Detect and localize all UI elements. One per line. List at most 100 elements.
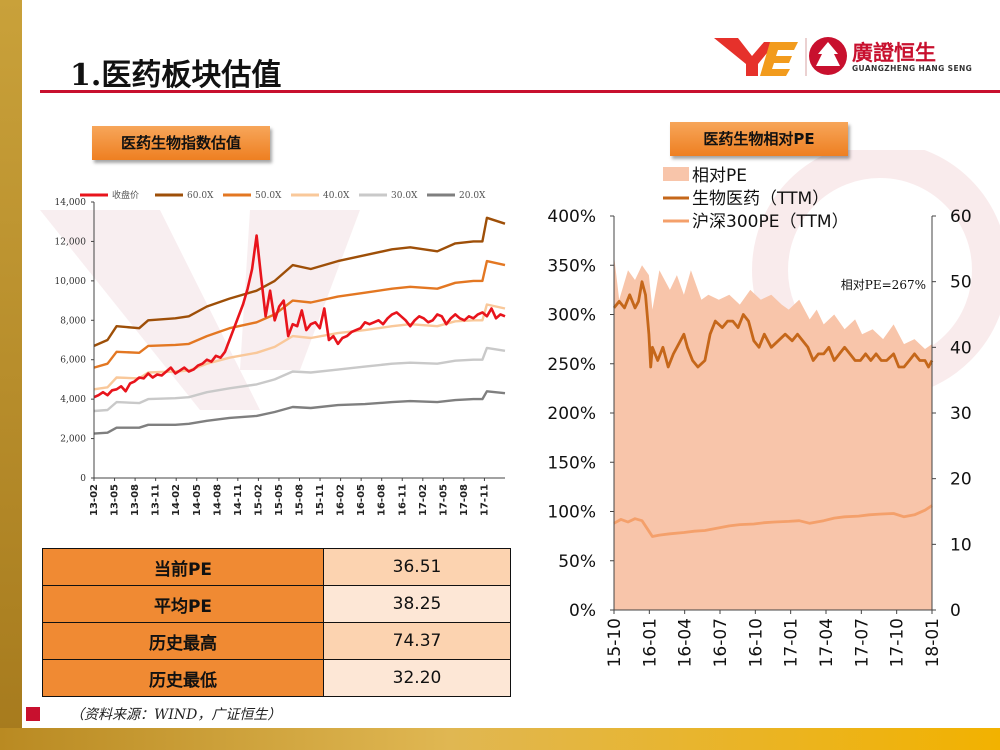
right-x-tick-label: 16-04: [676, 618, 696, 667]
left-legend-label: 收盘价: [112, 189, 139, 201]
right-y-left-tick-label: 300%: [547, 306, 596, 326]
data-source-note: （资料来源：WIND，广证恒生）: [70, 707, 282, 723]
left-x-tick-label: 14-11: [233, 484, 244, 516]
title-underline: [40, 90, 1000, 93]
left-x-tick-label: 16-11: [397, 484, 408, 516]
logo-english-name: GUANGZHENG HANG SENG: [852, 64, 973, 73]
left-y-tick-label: 10,000: [55, 277, 87, 287]
hang-seng-emblem-icon: [809, 37, 847, 75]
table-row: 历史最低 32.20: [42, 659, 511, 697]
left-series-line-5: [93, 390, 506, 435]
right-series-line-2: [613, 504, 933, 538]
right-legend-label: 相对PE: [692, 166, 747, 186]
left-y-tick-label: 6,000: [60, 356, 86, 366]
left-x-tick-label: 15-11: [315, 484, 326, 516]
left-chart-label: 医药生物指数估值: [92, 126, 270, 160]
table-row: 历史最高 74.37: [42, 622, 511, 660]
right-x-tick-label: 15-10: [605, 618, 625, 667]
left-legend-label: 30.0X: [391, 191, 418, 201]
left-x-tick-label: 14-05: [192, 484, 203, 516]
right-y-right-tick-label: 60: [950, 207, 972, 227]
right-x-tick-label: 17-04: [817, 618, 837, 667]
right-x-tick-label: 17-07: [852, 618, 872, 667]
bottom-accent-bar: [0, 728, 1000, 750]
right-y-right-tick-label: 40: [950, 338, 972, 358]
left-x-tick-label: 17-11: [479, 484, 490, 516]
left-series-line-2: [93, 259, 506, 369]
left-x-tick-label: 16-02: [336, 484, 347, 516]
pe-label-lowest: 历史最低: [42, 659, 324, 697]
left-x-tick-label: 14-08: [212, 484, 223, 516]
relative-pe-area: [614, 255, 932, 610]
right-y-right-tick-label: 20: [950, 470, 972, 490]
right-series-line-1: [612, 280, 934, 369]
left-legend-item: 收盘价: [80, 189, 139, 201]
right-y-right-tick-label: 50: [950, 273, 972, 293]
page-title: 1.医药板块估值: [70, 58, 282, 93]
left-x-tick-label: 16-05: [356, 484, 367, 516]
pe-label-current: 当前PE: [42, 548, 324, 586]
right-x-tick-label: 16-10: [746, 618, 766, 667]
left-y-tick-label: 2,000: [60, 435, 86, 445]
pe-label-highest: 历史最高: [42, 622, 324, 660]
ye-mark-icon: [714, 38, 798, 76]
left-legend-label: 20.0X: [459, 191, 486, 201]
right-x-tick-label: 16-07: [711, 618, 731, 667]
left-legend-label: 50.0X: [255, 191, 282, 201]
left-legend-item: 20.0X: [427, 191, 486, 201]
right-y-left-tick-label: 0%: [569, 601, 596, 621]
right-y-right-tick-label: 0: [950, 601, 961, 621]
pe-band-chart: 02,0004,0006,0008,00010,00012,00014,000 …: [55, 189, 506, 516]
left-legend-item: 30.0X: [359, 191, 418, 201]
watermark-chevron-right: [240, 210, 360, 370]
right-x-tick-label: 17-10: [888, 618, 908, 667]
left-legend-item: 60.0X: [155, 191, 214, 201]
pe-value-lowest: 32.20: [323, 659, 511, 697]
left-legend-label: 60.0X: [187, 191, 214, 201]
pe-value-highest: 74.37: [323, 622, 511, 660]
left-x-tick-label: 15-05: [274, 484, 285, 516]
right-chart-label: 医药生物相对PE: [670, 122, 848, 156]
source-marker: [26, 707, 40, 721]
left-x-tick-label: 17-02: [418, 484, 429, 516]
right-legend-label: 生物医药（TTM）: [692, 189, 829, 209]
left-x-tick-label: 13-08: [130, 484, 141, 516]
table-row: 平均PE 38.25: [42, 585, 511, 623]
left-x-tick-label: 16-08: [377, 484, 388, 516]
left-x-tick-label: 17-05: [438, 484, 449, 516]
left-y-tick-label: 8,000: [60, 316, 86, 326]
logo-chinese-name: 廣證恒生: [852, 41, 936, 65]
right-y-left-tick-label: 100%: [547, 503, 596, 523]
left-y-tick-label: 14,000: [55, 198, 87, 208]
right-x-tick-label: 17-01: [782, 618, 802, 667]
left-x-tick-label: 15-02: [253, 484, 264, 516]
pe-value-current: 36.51: [323, 548, 511, 586]
left-x-tick-label: 13-11: [151, 484, 162, 516]
right-x-tick-label: 18-01: [923, 618, 943, 667]
left-series-line-1: [93, 216, 506, 347]
left-x-tick-label: 13-05: [110, 484, 121, 516]
pe-value-average: 38.25: [323, 585, 511, 623]
left-x-tick-label: 17-08: [459, 484, 470, 516]
left-legend-label: 40.0X: [323, 191, 350, 201]
company-logo: [714, 37, 847, 76]
right-y-left-tick-label: 50%: [558, 552, 596, 572]
right-y-left-tick-label: 150%: [547, 453, 596, 473]
right-legend-item: 生物医药（TTM）: [663, 189, 829, 209]
right-y-left-tick-label: 400%: [547, 207, 596, 227]
pe-stats-table: 当前PE 36.51 平均PE 38.25 历史最高 74.37 历史最低 32…: [42, 548, 511, 697]
left-y-tick-label: 4,000: [60, 395, 86, 405]
right-legend-label: 沪深300PE（TTM）: [692, 212, 849, 232]
right-y-left-tick-label: 200%: [547, 404, 596, 424]
right-y-left-tick-label: 250%: [547, 355, 596, 375]
relative-pe-annotation: 相对PE=267%: [841, 278, 926, 292]
right-y-right-tick-label: 30: [950, 404, 972, 424]
right-legend-item: 相对PE: [663, 166, 747, 186]
left-series-line-3: [93, 303, 506, 391]
right-y-right-tick-label: 10: [950, 535, 972, 555]
left-x-tick-label: 14-02: [171, 484, 182, 516]
left-series-line-0: [93, 234, 506, 399]
left-x-tick-label: 15-08: [295, 484, 306, 516]
table-row: 当前PE 36.51: [42, 548, 511, 586]
relative-pe-chart: 0% 50% 100% 150% 200% 250% 300% 350% 400% 0 10 20 30…: [547, 166, 972, 667]
